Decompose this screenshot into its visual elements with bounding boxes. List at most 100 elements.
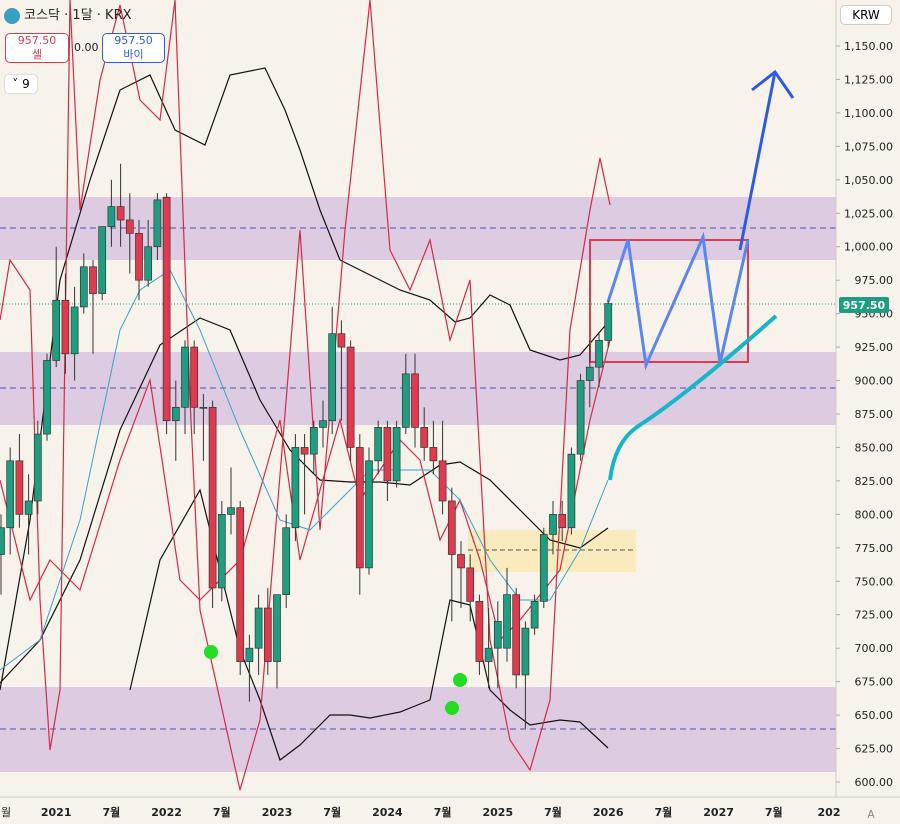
x-tick-label: 2021 [41,806,72,819]
candle-body [135,232,143,281]
candle-body [245,647,254,662]
y-tick-label: 600.00 [855,776,894,789]
band-middle [0,317,609,684]
y-tick-label: 1,025.00 [844,207,893,220]
candle-body [411,373,419,428]
candle-body [107,206,116,228]
candle-body [521,627,530,676]
y-tick-label: 875.00 [855,408,894,421]
candle-body [24,500,33,515]
candle-body [309,427,318,455]
time-axis [0,797,900,824]
y-tick-label: 675.00 [855,676,894,689]
candle-body [79,266,88,308]
y-tick-label: 775.00 [855,542,894,555]
x-tick-label: 7월 [544,805,562,819]
candle-body [236,507,245,662]
y-tick-label: 975.00 [855,274,894,287]
candle-body [429,447,438,462]
candle-body [383,427,392,482]
x-tick-label: 월 [1,806,11,819]
candle-body [585,366,594,381]
currency-button[interactable]: KRW [840,5,892,25]
candle-body [503,594,511,649]
y-tick-label: 800.00 [855,508,894,521]
signal-dot [453,673,467,687]
symbol-row: 코스닥 · 1달 · KRX [4,4,132,24]
candle-body [70,306,79,355]
candle-body [15,460,24,515]
x-tick-label: 7월 [655,805,673,819]
candle-body [52,299,61,361]
candle-body [0,527,5,555]
candle-body [484,647,493,662]
x-tick-label: 7월 [323,805,341,819]
price-axis [836,0,900,824]
x-tick-label: 2027 [703,806,734,819]
candle-body [365,460,373,569]
candle-body [162,196,171,422]
x-tick-label: 7월 [103,805,121,819]
candle-body [558,514,567,529]
y-tick-label: 1,125.00 [844,73,893,86]
candle-body [291,447,300,529]
candle-body [61,299,70,355]
candle-body [263,607,272,662]
candle-body [374,427,383,462]
candle-body [447,500,456,555]
sell-button[interactable]: 957.50 셀 [5,33,69,63]
candle-body [595,340,603,368]
arrow-head [751,69,795,99]
sell-label: 셀 [31,48,43,61]
x-tick-label: 7월 [765,805,783,819]
x-tick-label: 2025 [482,806,513,819]
y-tick-label: 750.00 [855,575,894,588]
candle-body [512,594,521,676]
x-tick-label: 202 [818,806,841,819]
indicator-line [0,0,611,791]
candle-body [457,554,465,569]
price-tag: 957.50 [843,299,886,312]
spread: 0.00 [74,41,99,54]
candle-body [337,333,346,348]
candle-body [273,594,281,662]
candle-body [181,346,189,408]
y-tick-label: 900.00 [855,375,894,388]
candle-body [171,406,180,422]
candle-body [328,333,337,422]
zone [468,530,636,572]
buy-price: 957.50 [114,34,153,47]
candle-body [539,534,548,602]
candle-body [254,607,263,649]
candle-body [355,447,364,569]
candle-body [549,514,557,535]
candle-body [420,427,429,448]
buy-button[interactable]: 957.50 바이 [102,33,165,63]
indicators-toggle[interactable]: ˅ 9 [4,74,38,94]
support-curve [608,314,778,481]
x-tick-label: 2026 [593,806,624,819]
y-tick-label: 1,150.00 [844,40,893,53]
target-box [589,239,749,363]
auto-scale[interactable]: A [867,808,875,821]
y-tick-label: 1,050.00 [844,174,893,187]
candle-body [530,600,539,629]
y-tick-label: 1,100.00 [844,107,893,120]
candle-body [576,380,585,455]
candle-body [319,420,327,428]
x-tick-label: 2022 [151,806,182,819]
candle-body [98,226,107,294]
x-tick-label: 2024 [372,806,403,819]
candle-body [116,206,125,221]
candle-body [217,514,226,589]
zone [0,687,836,772]
buy-label: 바이 [123,48,144,61]
candle-body [199,406,208,409]
sell-price: 957.50 [17,34,57,47]
candle-body [300,447,309,455]
candle-body [493,621,502,649]
candle-body [346,346,355,448]
candle-body [466,567,475,602]
